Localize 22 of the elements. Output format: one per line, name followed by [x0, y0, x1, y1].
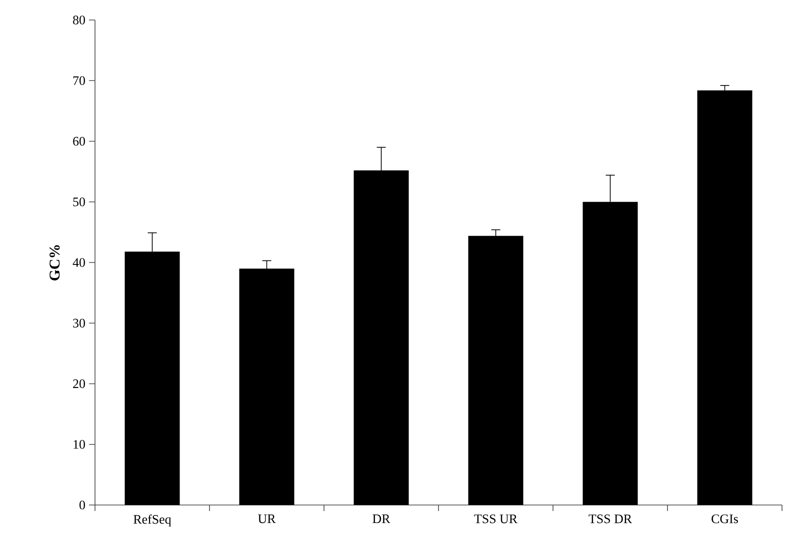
bar: [582, 202, 638, 505]
bar: [468, 236, 524, 505]
y-tick-label: 40: [72, 258, 85, 267]
y-tick-label: 0: [80, 500, 85, 510]
y-tick-label: 80: [73, 16, 85, 24]
x-tick-label: UR: [258, 514, 276, 524]
bar: [239, 268, 294, 505]
y-tick-label: 10: [74, 440, 85, 449]
y-tick-label: 70: [73, 76, 85, 85]
bar: [354, 170, 409, 505]
y-tick-label: 50: [73, 198, 85, 206]
x-tick-label: RefSeq: [134, 514, 172, 526]
bar: [124, 252, 180, 505]
bar: [697, 90, 752, 505]
x-tick-label: DR: [372, 514, 390, 524]
x-tick-label: CGIs: [712, 514, 738, 524]
y-axis-title: GC%: [50, 245, 60, 280]
x-tick-label: TSS DR: [588, 514, 632, 524]
x-tick-label: TSS UR: [474, 514, 518, 524]
y-tick-label: 20: [73, 379, 85, 388]
y-tick-label: 60: [73, 136, 85, 146]
y-tick-label: 30: [73, 318, 85, 328]
